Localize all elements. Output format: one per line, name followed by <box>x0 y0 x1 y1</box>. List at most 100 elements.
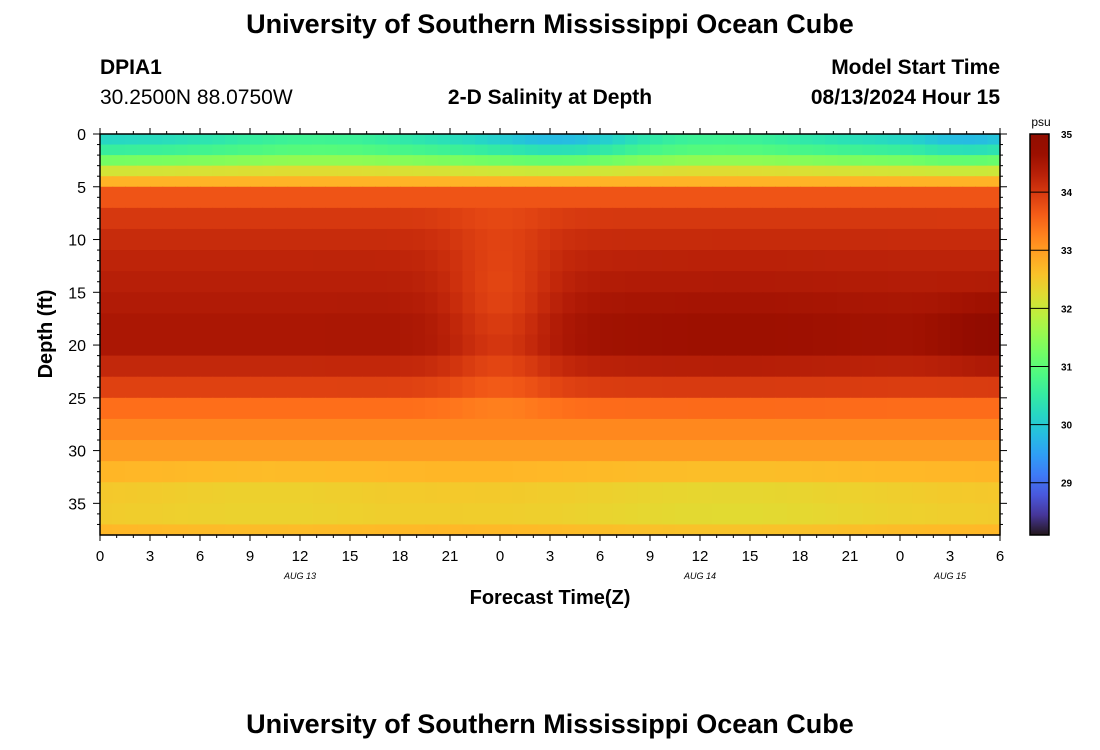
heatmap-cell <box>625 334 639 357</box>
heatmap-cell <box>475 524 489 536</box>
heatmap-cell <box>412 376 426 399</box>
heatmap-cell <box>800 271 814 293</box>
heatmap-cell <box>475 292 489 314</box>
heatmap-cell <box>112 134 126 146</box>
heatmap-cell <box>500 250 514 272</box>
heatmap-cell <box>975 334 989 357</box>
heatmap-cell <box>262 440 276 462</box>
heatmap-cell <box>725 376 739 399</box>
heatmap-cell <box>162 165 176 177</box>
heatmap-cell <box>762 313 776 336</box>
heatmap-cell <box>450 144 464 156</box>
heatmap-cell <box>537 482 551 504</box>
heatmap-cell <box>550 186 564 209</box>
heatmap-cell <box>712 440 726 462</box>
heatmap-cell <box>600 292 614 314</box>
heatmap-cell <box>787 334 801 357</box>
heatmap-cell <box>575 207 589 230</box>
heatmap-cell <box>162 355 176 378</box>
heatmap-cell <box>400 228 414 251</box>
heatmap-cell <box>662 418 676 441</box>
heatmap-cell <box>712 250 726 272</box>
heatmap-cell <box>650 165 664 177</box>
heatmap-cell <box>837 207 851 230</box>
heatmap-cell <box>850 250 864 272</box>
x-tick-label: 18 <box>792 548 809 565</box>
heatmap-cell <box>287 176 301 188</box>
heatmap-cell <box>825 155 839 167</box>
heatmap-cell <box>862 418 876 441</box>
y-tick-label: 35 <box>68 496 86 513</box>
heatmap-cell <box>100 461 114 483</box>
heatmap-cell <box>387 334 401 357</box>
heatmap-cell <box>775 334 789 357</box>
x-tick-label: 12 <box>292 548 309 565</box>
heatmap-cell <box>450 271 464 293</box>
heatmap-cell <box>962 271 976 293</box>
heatmap-cell <box>837 418 851 441</box>
heatmap-cell <box>912 376 926 399</box>
heatmap-cell <box>750 144 764 156</box>
heatmap-cell <box>812 376 826 399</box>
heatmap-cell <box>387 355 401 378</box>
heatmap-cell <box>750 461 764 483</box>
heatmap-cell <box>550 482 564 504</box>
heatmap-cell <box>637 482 651 504</box>
heatmap-cell <box>937 207 951 230</box>
heatmap-cell <box>737 313 751 336</box>
heatmap-cell <box>862 186 876 209</box>
heatmap-cell <box>575 228 589 251</box>
heatmap-cell <box>287 207 301 230</box>
heatmap-cell <box>500 313 514 336</box>
heatmap-cell <box>112 503 126 526</box>
heatmap-cell <box>487 176 501 188</box>
heatmap-cell <box>250 144 264 156</box>
heatmap-cell <box>812 207 826 230</box>
heatmap-cell <box>162 271 176 293</box>
heatmap-cell <box>912 355 926 378</box>
heatmap-cell <box>750 271 764 293</box>
heatmap-cell <box>125 207 139 230</box>
heatmap-cell <box>812 165 826 177</box>
model-start-label: Model Start Time <box>831 56 1000 79</box>
heatmap-cell <box>962 207 976 230</box>
heatmap-cell <box>937 176 951 188</box>
heatmap-cell <box>437 271 451 293</box>
heatmap-cell <box>925 207 939 230</box>
heatmap-cell <box>225 207 239 230</box>
heatmap-cell <box>562 186 576 209</box>
heatmap-cell <box>525 418 539 441</box>
station-coords: 30.2500N 88.0750W <box>100 86 293 109</box>
heatmap-cell <box>812 482 826 504</box>
heatmap-cell <box>650 271 664 293</box>
heatmap-cell <box>325 313 339 336</box>
heatmap-cell <box>562 292 576 314</box>
heatmap-cell <box>662 482 676 504</box>
heatmap-cell <box>175 155 189 167</box>
heatmap-cell <box>500 524 514 536</box>
heatmap-cell <box>450 461 464 483</box>
heatmap-cell <box>137 176 151 188</box>
heatmap-cell <box>112 155 126 167</box>
heatmap-cell <box>925 186 939 209</box>
heatmap-cell <box>225 376 239 399</box>
model-start-value: 08/13/2024 Hour 15 <box>810 86 1000 109</box>
heatmap-cell <box>162 524 176 536</box>
heatmap-cell <box>675 292 689 314</box>
heatmap-cell <box>362 313 376 336</box>
colorbar-tick-label: 33 <box>1061 246 1073 257</box>
heatmap-cell <box>800 334 814 357</box>
heatmap-cell <box>862 207 876 230</box>
heatmap-cell <box>387 144 401 156</box>
heatmap-cell <box>587 228 601 251</box>
heatmap-cell <box>550 461 564 483</box>
heatmap-cell <box>462 313 476 336</box>
heatmap-cell <box>800 144 814 156</box>
heatmap-cell <box>150 207 164 230</box>
heatmap-cell <box>912 292 926 314</box>
heatmap-cell <box>437 134 451 146</box>
heatmap-cell <box>425 503 439 526</box>
heatmap-cell <box>737 334 751 357</box>
heatmap-cell <box>875 376 889 399</box>
